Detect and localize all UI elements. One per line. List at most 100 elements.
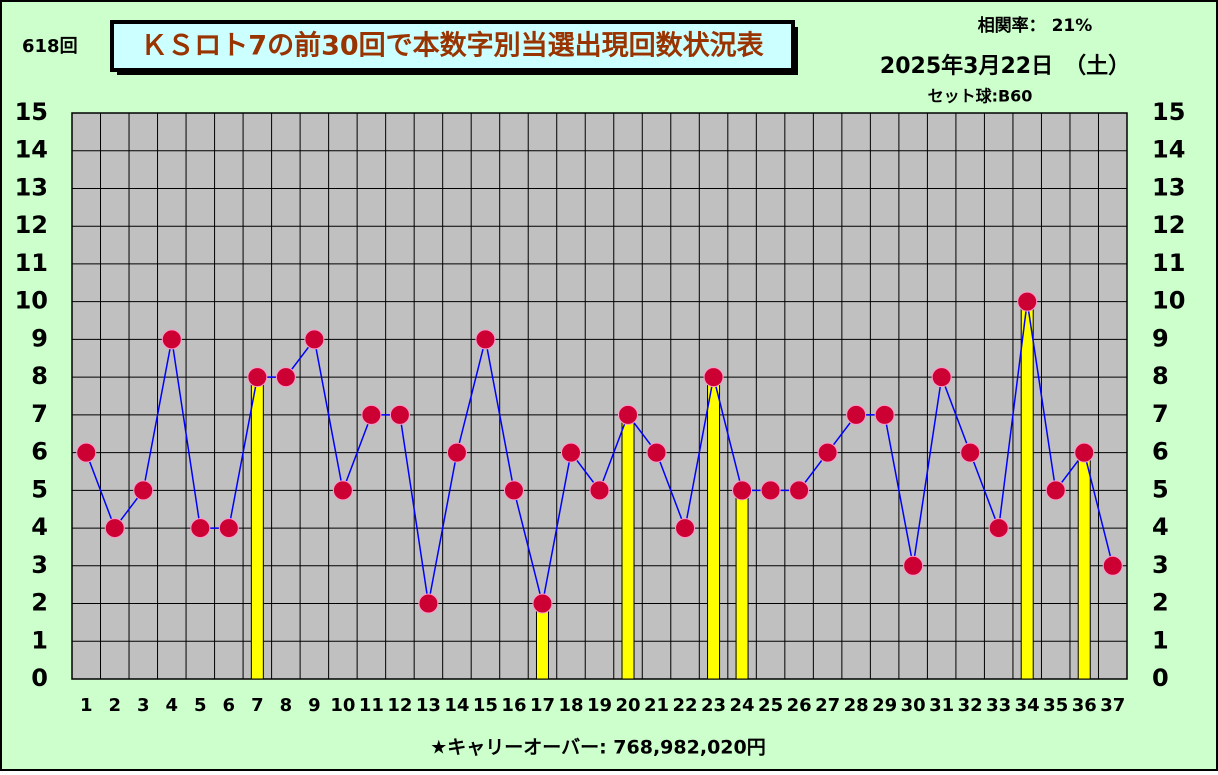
point [361, 404, 382, 425]
y2-tick-label: 10 [1152, 287, 1185, 315]
x-tick-label: 11 [359, 695, 384, 716]
y2-tick-label: 14 [1152, 136, 1185, 164]
point [789, 480, 810, 501]
x-tick-label: 25 [758, 695, 783, 716]
x-tick-label: 23 [701, 695, 726, 716]
x-tick-label: 19 [587, 695, 612, 716]
point [618, 404, 639, 425]
point [874, 404, 895, 425]
x-tick-label: 16 [501, 695, 526, 716]
point [760, 480, 781, 501]
x-tick-label: 34 [1015, 695, 1040, 716]
x-tick-label: 4 [166, 695, 179, 716]
x-tick-label: 9 [308, 695, 321, 716]
y-tick-label: 0 [31, 664, 48, 692]
point [931, 367, 952, 388]
date: 2025年3月22日 （土） [880, 53, 1130, 79]
y-tick-label: 5 [31, 475, 48, 503]
y2-tick-label: 8 [1152, 362, 1169, 390]
bar [250, 376, 264, 680]
bar [535, 603, 549, 680]
y-tick-label: 8 [31, 362, 48, 390]
y2-tick-label: 6 [1152, 438, 1169, 466]
x-tick-label: 29 [872, 695, 897, 716]
plot-area [71, 112, 1128, 680]
x-tick-label: 5 [194, 695, 207, 716]
y2-tick-label: 12 [1152, 211, 1185, 239]
title-box [110, 20, 795, 72]
y2-tick-label: 7 [1152, 400, 1169, 428]
x-tick-label: 31 [929, 695, 954, 716]
y-tick-label: 1 [31, 626, 48, 654]
x-tick-label: 21 [644, 695, 669, 716]
x-tick-label: 37 [1100, 695, 1125, 716]
y2-tick-label: 0 [1152, 664, 1169, 692]
point [560, 442, 581, 463]
point [332, 480, 353, 501]
point [76, 442, 97, 463]
x-tick-label: 18 [558, 695, 583, 716]
point [589, 480, 610, 501]
bar [707, 376, 721, 680]
x-tick-label: 33 [986, 695, 1011, 716]
y-tick-label: 3 [31, 551, 48, 579]
y-tick-label: 11 [15, 249, 48, 277]
point [646, 442, 667, 463]
x-tick-label: 26 [787, 695, 812, 716]
point [133, 480, 154, 501]
x-tick-label: 32 [958, 695, 983, 716]
point [247, 367, 268, 388]
bar [1020, 301, 1034, 680]
y2-tick-label: 13 [1152, 173, 1185, 201]
chart-title: ＫＳロト7の前30回で本数字別当選出現回数状況表 [140, 30, 763, 62]
point [503, 480, 524, 501]
point [304, 329, 325, 350]
point [418, 593, 439, 614]
point [218, 518, 239, 539]
x-tick-label: 24 [730, 695, 755, 716]
bar [735, 489, 749, 680]
x-tick-label: 14 [444, 695, 469, 716]
point [817, 442, 838, 463]
x-tick-label: 20 [615, 695, 640, 716]
point [475, 329, 496, 350]
x-tick-label: 15 [473, 695, 498, 716]
y-tick-label: 4 [31, 513, 48, 541]
point [846, 404, 867, 425]
x-tick-label: 6 [223, 695, 236, 716]
y2-tick-label: 2 [1152, 589, 1169, 617]
point [446, 442, 467, 463]
x-tick-label: 36 [1072, 695, 1097, 716]
point [104, 518, 125, 539]
y-tick-label: 12 [15, 211, 48, 239]
x-tick-label: 30 [901, 695, 926, 716]
point [1102, 555, 1123, 576]
point [903, 555, 924, 576]
point [1045, 480, 1066, 501]
y-tick-label: 2 [31, 589, 48, 617]
point [389, 404, 410, 425]
footer: ★キャリーオーバー: 768,982,020円 [430, 737, 765, 759]
y2-tick-label: 11 [1152, 249, 1185, 277]
set-ball: セット球:B60 [928, 87, 1033, 106]
y-tick-label: 6 [31, 438, 48, 466]
x-tick-label: 7 [251, 695, 264, 716]
point [675, 518, 696, 539]
y2-tick-label: 1 [1152, 626, 1169, 654]
point [1074, 442, 1095, 463]
x-tick-label: 27 [815, 695, 840, 716]
x-tick-label: 12 [387, 695, 412, 716]
x-tick-label: 2 [109, 695, 122, 716]
x-tick-label: 10 [330, 695, 355, 716]
y2-tick-label: 5 [1152, 475, 1169, 503]
y2-tick-label: 15 [1152, 98, 1185, 126]
round-label: 618回 [22, 36, 78, 57]
bar [1077, 452, 1091, 680]
x-tick-label: 8 [280, 695, 293, 716]
y-tick-label: 14 [15, 136, 48, 164]
point [960, 442, 981, 463]
x-tick-label: 13 [416, 695, 441, 716]
y2-tick-label: 9 [1152, 324, 1169, 352]
point [988, 518, 1009, 539]
